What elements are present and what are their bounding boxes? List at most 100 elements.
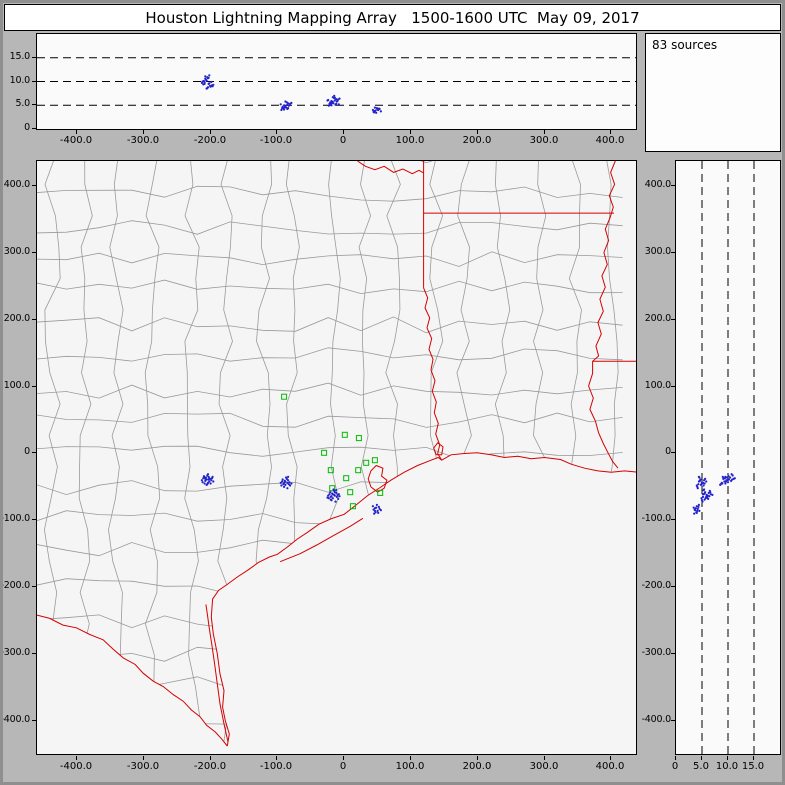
lightning-source-dot: [281, 478, 284, 481]
plan-view-map: [37, 161, 636, 747]
lightning-source-dot: [285, 106, 288, 109]
lightning-source-dot: [211, 85, 214, 88]
tick-mark: [410, 130, 411, 134]
lightning-source-dot: [724, 482, 727, 485]
lightning-source-dot: [730, 473, 733, 476]
lma-station-marker: [355, 467, 362, 474]
lightning-source-dot: [280, 108, 283, 112]
lightning-source-dot: [335, 102, 338, 105]
lightning-source-dot: [328, 493, 331, 496]
lma-station-marker: [281, 393, 288, 400]
lightning-source-dot: [377, 505, 380, 508]
lightning-source-dot: [289, 484, 292, 487]
lightning-source-dot: [207, 76, 210, 79]
tick-label: 100.0: [644, 380, 671, 391]
lightning-source-dot: [335, 495, 338, 498]
lightning-source-dot: [706, 496, 709, 499]
tick-label: 10.0: [715, 761, 739, 772]
lightning-source-dot: [290, 482, 293, 485]
lightning-source-dot: [201, 80, 204, 83]
tick-label: 400.0: [595, 761, 625, 772]
tick-label: -100.0: [259, 761, 293, 772]
lightning-source-dot: [335, 100, 338, 103]
lightning-source-dot: [729, 476, 732, 479]
tick-label: 400.0: [644, 179, 671, 190]
lightning-source-dot: [286, 481, 289, 484]
lightning-source-dot: [330, 495, 333, 498]
lightning-source-dot: [203, 82, 206, 85]
lma-stations: [281, 393, 384, 510]
lightning-source-dot: [375, 111, 378, 114]
tick-label: -400.0: [641, 714, 672, 725]
lightning-source-dot: [697, 475, 700, 478]
lightning-source-dot: [375, 107, 378, 110]
lightning-source-dot: [280, 484, 283, 487]
tick-label: -300.0: [0, 647, 31, 658]
lightning-source-dot: [202, 475, 205, 478]
lightning-source-dot: [326, 496, 329, 499]
lightning-source-dot: [701, 500, 704, 503]
lightning-source-dot: [723, 480, 726, 483]
lightning-source-dot: [375, 503, 378, 506]
tick-label: 15.0: [741, 761, 765, 772]
lightning-source-dot: [284, 100, 287, 103]
lightning-source-dot: [373, 106, 376, 109]
tick-mark: [76, 756, 77, 760]
ns-altitude-plot: [692, 161, 755, 754]
lightning-source-dot: [335, 98, 338, 101]
lightning-source-dot: [338, 97, 341, 100]
lightning-source-dot: [209, 482, 212, 485]
lightning-source-dot: [329, 498, 332, 501]
lightning-source-dot: [733, 477, 736, 480]
tick-label: 300.0: [529, 135, 559, 146]
tick-label: 200.0: [644, 313, 671, 324]
lma-station-marker: [371, 457, 378, 464]
lightning-source-dot: [204, 75, 207, 78]
tick-label: -300.0: [126, 135, 160, 146]
lightning-source-dot: [283, 485, 286, 488]
lightning-source-dot: [374, 109, 377, 112]
lightning-source-dot: [286, 487, 289, 490]
lightning-source-dot: [695, 511, 698, 514]
tick-mark: [210, 130, 211, 134]
lightning-source-dot: [206, 473, 210, 476]
lightning-source-dot: [373, 512, 376, 515]
lightning-source-dot: [332, 488, 335, 491]
lightning-source-dot: [202, 477, 205, 480]
page-title: Houston Lightning Mapping Array 1500-160…: [145, 8, 640, 27]
lightning-source-dot: [697, 480, 700, 483]
lightning-source-dot: [703, 482, 706, 485]
tick-label: 5.0: [15, 98, 30, 109]
lightning-source-dot: [205, 87, 208, 90]
lightning-source-dot: [210, 80, 213, 84]
lightning-source-dot: [700, 481, 704, 484]
tick-label: -300.0: [641, 647, 672, 658]
coast-padre-island: [205, 604, 229, 743]
tick-label: 200.0: [462, 135, 492, 146]
lightning-source-dot: [284, 480, 287, 483]
tick-label: 0: [339, 135, 347, 146]
lightning-source-dot: [287, 475, 290, 478]
county-boundaries: [37, 161, 623, 747]
tick-label: -200.0: [193, 761, 227, 772]
tick-label: -300.0: [126, 761, 160, 772]
lightning-source-dot: [719, 483, 722, 486]
tick-label: 0: [671, 761, 679, 772]
coast-sabine-lake: [433, 442, 444, 456]
gulf-coastline: [210, 452, 636, 747]
lightning-source-dot: [379, 110, 382, 113]
lightning-source-dot: [283, 108, 286, 111]
tick-label: 400.0: [595, 135, 625, 146]
lightning-source-dot: [377, 108, 380, 112]
tick-mark: [675, 756, 676, 760]
tick-label: 100.0: [395, 761, 425, 772]
tick-mark: [477, 756, 478, 760]
lightning-source-dot: [702, 489, 705, 492]
tick-label: 200.0: [3, 313, 30, 324]
tick-mark: [276, 756, 277, 760]
lightning-source-dot: [329, 491, 332, 494]
coast-galveston-bay: [367, 464, 388, 493]
lightning-source-dot: [329, 101, 332, 104]
lma-station-marker: [355, 435, 362, 442]
lightning-source-dot: [697, 503, 700, 506]
